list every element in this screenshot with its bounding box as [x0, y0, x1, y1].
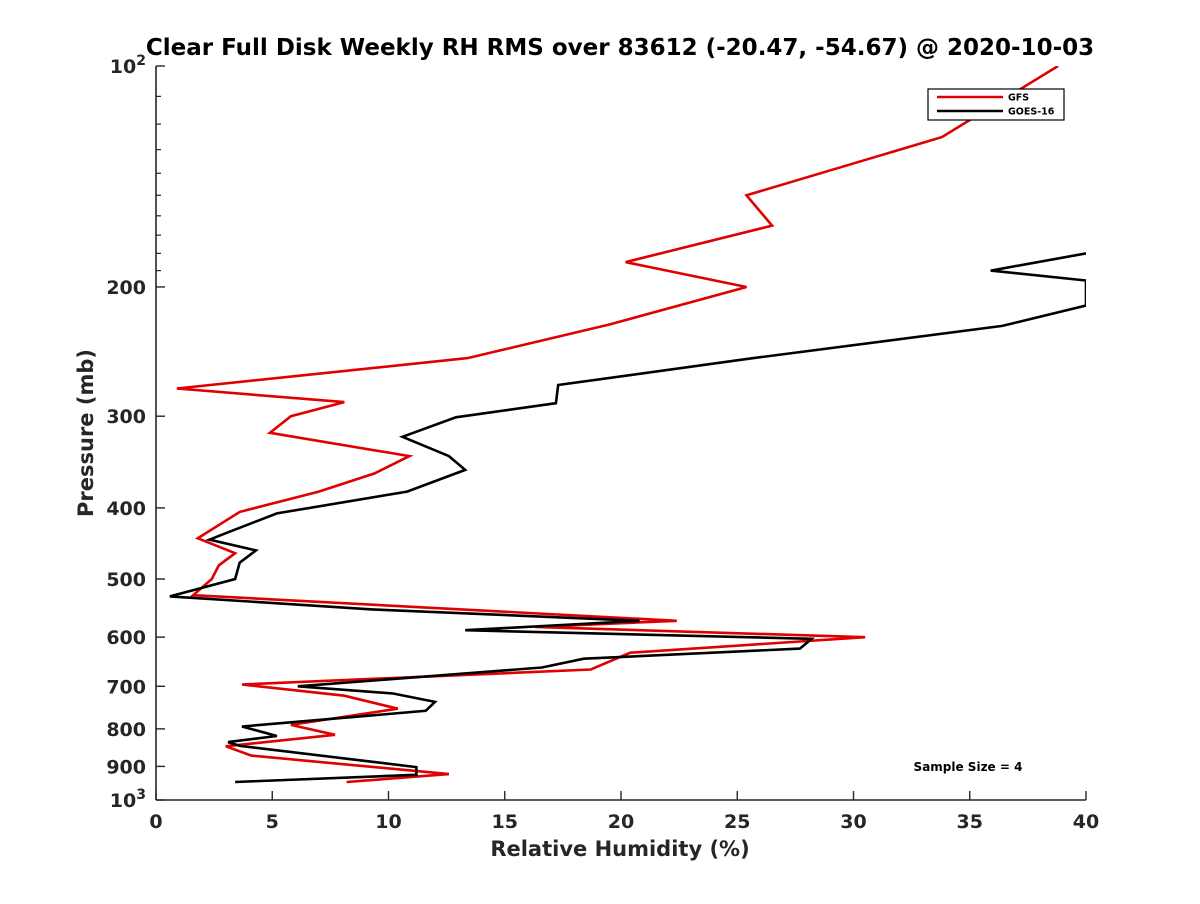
- series-layer: [169, 66, 1086, 784]
- y-tick-label: 800: [106, 719, 146, 741]
- series-line-gfs: [176, 66, 1059, 784]
- y-tick-label: 300: [106, 406, 146, 428]
- x-tick-label: 20: [608, 811, 634, 833]
- chart-title: Clear Full Disk Weekly RH RMS over 83612…: [146, 35, 1094, 61]
- legend-box: [927, 88, 1065, 121]
- y-tick-label: 900: [106, 756, 146, 778]
- y-tick-label: 500: [106, 569, 146, 591]
- axes-layer: 0 5 10 15 20 25 30 35 40 102 200 300 400 500 600 700 800…: [106, 53, 1099, 833]
- y-tick-label: 400: [106, 498, 146, 520]
- x-axis-label: Relative Humidity (%): [490, 837, 749, 861]
- x-tick-label: 15: [492, 811, 518, 833]
- x-tick-label: 10: [375, 811, 401, 833]
- x-tick-label: 40: [1073, 811, 1099, 833]
- y-tick-label: 102: [110, 53, 146, 78]
- y-tick-label: 700: [106, 676, 146, 698]
- x-tick-label: 0: [149, 811, 162, 833]
- x-tick-label: 35: [957, 811, 983, 833]
- y-tick-label: 600: [106, 627, 146, 649]
- sample-size-annotation: Sample Size = 4: [914, 760, 1023, 774]
- x-tick-label: 25: [724, 811, 750, 833]
- series-line-goes-16: [169, 252, 1086, 784]
- legend-label-goes-16: GOES-16: [1008, 107, 1055, 118]
- x-tick-label: 30: [840, 811, 866, 833]
- x-tick-label: 5: [266, 811, 279, 833]
- legend: GFS GOES-16: [927, 88, 1065, 121]
- legend-label-gfs: GFS: [1008, 93, 1029, 104]
- y-tick-label: 103: [110, 787, 146, 812]
- y-tick-label: 200: [106, 277, 146, 299]
- y-axis-label: Pressure (mb): [74, 349, 98, 517]
- plot-area: [156, 66, 1086, 800]
